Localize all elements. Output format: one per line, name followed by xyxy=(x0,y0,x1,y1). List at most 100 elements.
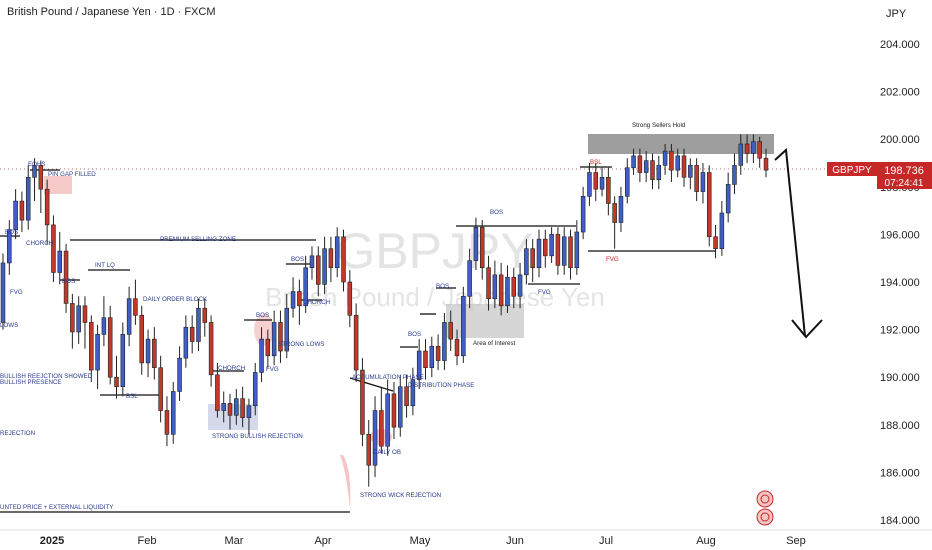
annotation-label: STRONG BULLISH REJECTION xyxy=(212,433,303,440)
candle-body xyxy=(688,165,693,178)
candle-body xyxy=(669,150,674,171)
candle-body xyxy=(347,281,353,316)
annotation-label: PREMIUM SELLING ZONE xyxy=(160,236,236,243)
event-icons[interactable] xyxy=(756,490,774,526)
candle-body xyxy=(580,196,586,233)
annotation-label: BOS xyxy=(408,331,421,338)
candle-body xyxy=(599,176,605,190)
candle-body xyxy=(70,303,75,333)
event-icon xyxy=(756,508,774,526)
annotation-label: CHORCH xyxy=(303,299,330,306)
candle-body xyxy=(7,229,12,264)
price-axis[interactable]: JPY 204.000202.000200.000198.000196.0001… xyxy=(872,0,932,530)
price-tag-box xyxy=(877,162,932,189)
chart-title: British Pound / Japanese Yen · 1D · FXCM xyxy=(7,6,216,18)
annotation-label: Strong Sellers Hold xyxy=(632,122,686,129)
candle-body xyxy=(51,224,56,273)
annotation-label: UNTED PRICE + EXTERNAL LIQUIDITY xyxy=(0,504,113,511)
candle-body xyxy=(126,298,132,335)
annotation-label: BOS xyxy=(291,256,304,263)
candle-body xyxy=(353,315,359,371)
annotation-label: STRONG WICK REJECTION xyxy=(360,492,441,499)
candle-body xyxy=(694,165,699,192)
candle-body xyxy=(234,398,239,416)
candle-body xyxy=(410,379,416,407)
annotation-label: DAILY OB xyxy=(373,449,401,456)
candle-body xyxy=(139,315,144,364)
annotation-label: FVG xyxy=(606,256,619,263)
candle-body xyxy=(284,307,290,352)
annotation-label: LOWS xyxy=(0,322,18,329)
annotation-label: STRONG LOWS xyxy=(278,341,324,348)
candle-body xyxy=(271,322,277,357)
candle-body xyxy=(606,176,611,204)
annotation-label: FVG xyxy=(10,289,23,296)
candle-body xyxy=(19,200,25,221)
x-tick-label: Apr xyxy=(314,535,331,547)
candle-body xyxy=(738,143,744,166)
candle-body xyxy=(416,350,422,380)
candle-body xyxy=(259,338,264,373)
candle-body xyxy=(114,376,119,388)
candle-body xyxy=(706,172,712,238)
candle-body xyxy=(429,345,435,368)
candle-body xyxy=(309,255,315,269)
candle-body xyxy=(763,157,769,171)
candle-body xyxy=(543,238,548,257)
candle-body xyxy=(675,155,680,171)
candle-body xyxy=(442,322,447,361)
candle-body xyxy=(0,262,6,323)
candle-body xyxy=(133,298,138,316)
candle-body xyxy=(240,398,245,418)
x-tick-label: 2025 xyxy=(40,535,64,547)
candle-body xyxy=(177,357,182,392)
candle-body xyxy=(171,391,176,435)
candle-body xyxy=(398,386,403,428)
watermark-name: British Pound / Japanese Yen xyxy=(265,282,605,312)
strong-lows-highlight xyxy=(254,314,274,346)
candle-body xyxy=(612,203,617,223)
candle-body xyxy=(448,322,453,340)
price-tag-symbol-box xyxy=(827,162,877,176)
y-tick-label: 202.000 xyxy=(880,87,920,99)
candle-body xyxy=(38,165,44,190)
candle-body xyxy=(568,236,573,269)
candle-body xyxy=(574,231,580,269)
annotation-label: BSL xyxy=(590,159,602,166)
candle-body xyxy=(625,167,630,197)
annotation-label: FVG xyxy=(538,289,551,296)
x-tick-label: Sep xyxy=(786,535,806,547)
candle-body xyxy=(656,165,662,180)
candle-body xyxy=(511,276,517,297)
candle-body xyxy=(467,260,472,297)
candle-body xyxy=(751,141,756,154)
projection-arrow xyxy=(774,147,823,339)
candle-body xyxy=(278,322,283,352)
candle-body xyxy=(492,274,498,299)
y-tick-label: 188.000 xyxy=(880,420,920,432)
area-of-interest-zone xyxy=(446,304,524,338)
candle-body xyxy=(561,236,567,266)
candle-body xyxy=(25,176,31,221)
candle-body xyxy=(297,291,302,307)
time-axis[interactable]: 2025 Feb Mar Apr May Jun Jul Aug Sep xyxy=(0,529,932,547)
candle-body xyxy=(164,410,170,435)
candle-body xyxy=(461,295,466,357)
y-tick-label: 196.000 xyxy=(880,229,920,241)
y-tick-label: 200.000 xyxy=(880,134,920,146)
watermark-symbol: GBPJPY xyxy=(336,223,533,279)
candle-body xyxy=(63,250,69,304)
candle-body xyxy=(57,250,63,273)
annotation-label: BSL xyxy=(126,393,138,400)
candle-body xyxy=(454,338,460,357)
candle-body xyxy=(303,267,308,307)
candle-body xyxy=(385,393,390,447)
candle-body xyxy=(423,350,428,368)
candle-body xyxy=(366,434,371,466)
candle-body xyxy=(316,255,321,285)
accumulation-line xyxy=(349,377,394,392)
candle-body xyxy=(328,248,334,269)
annotation-label: PIN GAP FILLED xyxy=(48,171,96,178)
candle-body xyxy=(631,155,636,169)
